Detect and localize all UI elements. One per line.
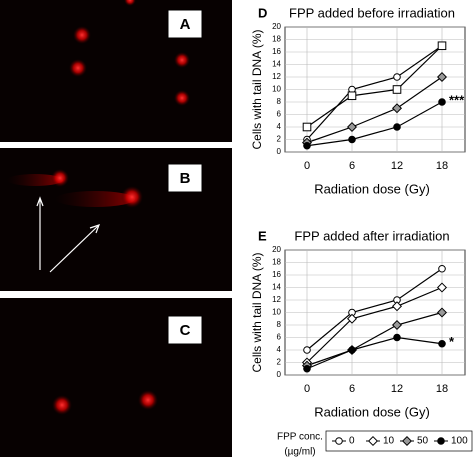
y-tick-label: 20 [272,245,281,254]
point [438,264,446,273]
series-line [306,101,443,147]
y-tick-label: 4 [277,345,282,354]
point [348,135,356,144]
x-tick-label: 0 [304,383,310,395]
y-tick-label: 18 [272,35,281,44]
x-tick-label: 12 [391,383,403,395]
point [393,333,401,342]
legend-marker [437,437,445,445]
x-axis-title: Radiation dose (Gy) [314,181,430,196]
x-tick-label: 6 [349,160,355,172]
y-tick-label: 0 [277,147,282,156]
point [438,98,446,106]
legend-marker [367,435,379,447]
point [346,313,358,324]
y-tick-label: 6 [277,110,282,119]
y-tick-label: 12 [272,72,281,81]
panel-letter: D [258,5,267,20]
y-tick-label: 2 [277,135,282,144]
panel-letter: E [258,228,267,243]
annotation: *** [449,92,465,107]
panel-label: B [180,170,191,187]
y-tick-label: 14 [272,283,281,292]
y-tick-label: 16 [272,47,281,56]
series-line [306,268,443,351]
point [303,346,311,354]
annotation: * [449,334,455,349]
x-tick-label: 12 [391,160,403,172]
panel-label-box [167,9,203,39]
point [391,301,403,312]
point [303,141,311,150]
y-tick-label: 6 [277,333,282,342]
y-tick-label: 2 [277,358,282,367]
point [437,41,447,51]
point [436,282,448,293]
y-tick-label: 8 [277,320,282,329]
x-tick-label: 18 [436,160,448,172]
point [436,71,448,83]
y-axis-title: Cells with tail DNA (%) [250,252,264,372]
y-tick-label: 12 [272,295,281,304]
legend-label: 100 [451,436,468,447]
y-tick-label: 8 [277,97,282,106]
series-line [306,45,443,140]
legend-label: 10 [383,436,395,447]
point [347,91,357,101]
legend-title: (µg/ml) [284,447,315,457]
y-tick-label: 18 [272,258,281,267]
chart-title: FPP added before irradiation [289,5,455,20]
point [391,319,403,331]
legend-title: FPP conc. [277,432,323,443]
panel-label-box [167,315,203,345]
chart-title: FPP added after irradiation [294,228,449,243]
point [346,121,358,133]
y-axis-title: Cells with tail DNA (%) [250,29,264,149]
point [348,346,356,354]
x-axis-title: Radiation dose (Gy) [314,404,430,419]
y-tick-label: 16 [272,270,281,279]
panel-label: A [180,16,191,33]
point [436,307,448,318]
series-line [306,286,443,363]
point [438,339,446,348]
point [393,73,401,81]
panel-label: C [180,322,191,339]
y-tick-label: 4 [277,122,282,131]
series-line [306,336,443,370]
point [392,85,402,94]
y-tick-label: 10 [272,308,281,317]
legend-label: 50 [417,436,429,447]
legend-marker [401,435,413,447]
point [391,103,403,114]
series-line [306,45,443,128]
series-line [306,76,443,144]
point [303,364,311,373]
x-tick-label: 6 [349,383,355,395]
legend-marker [335,437,343,445]
x-tick-label: 0 [304,160,310,172]
x-tick-label: 18 [436,383,448,395]
panel-label-box [167,163,203,193]
legend-box [325,430,473,452]
point [393,123,401,131]
point [302,122,312,132]
y-tick-label: 14 [272,60,281,69]
legend-label: 0 [349,436,355,447]
y-tick-label: 0 [277,370,282,379]
y-tick-label: 10 [272,85,281,94]
y-tick-label: 20 [272,22,281,31]
series-line [306,311,443,367]
